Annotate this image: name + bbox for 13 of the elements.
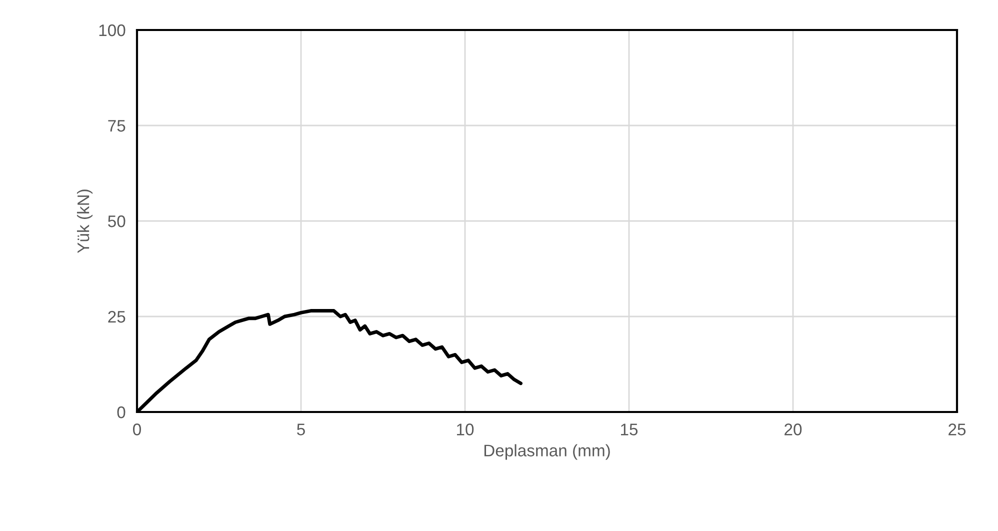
- y-axis-title: Yük (kN): [76, 190, 93, 254]
- x-tick-label: 0: [133, 424, 141, 436]
- x-tick-label: 15: [621, 424, 638, 436]
- y-tick-label: 50: [108, 215, 126, 228]
- x-axis-title: Deplasman (mm): [484, 444, 610, 460]
- y-tick-label: 75: [108, 120, 126, 132]
- x-tick-label: 10: [457, 424, 474, 436]
- x-tick-label: 5: [297, 424, 305, 436]
- y-tick-label: 100: [99, 24, 126, 36]
- y-tick-label: 0: [117, 406, 126, 418]
- x-tick-label: 20: [784, 424, 802, 436]
- x-tick-label: 25: [948, 424, 966, 436]
- y-tick-label: 25: [108, 310, 126, 323]
